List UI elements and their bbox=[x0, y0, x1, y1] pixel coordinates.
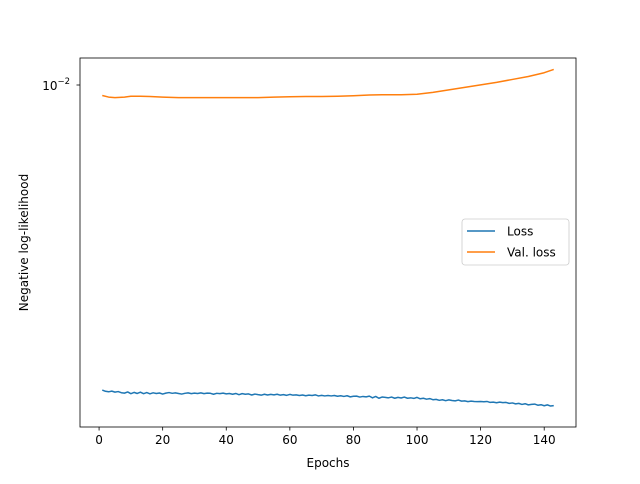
y-tick-label: 10−2 bbox=[42, 77, 70, 93]
x-axis-label: Epochs bbox=[307, 456, 350, 470]
x-tick-label: 100 bbox=[406, 433, 429, 447]
series-line-val-loss bbox=[102, 68, 554, 99]
series-line-loss bbox=[101, 389, 554, 407]
x-tick-label: 60 bbox=[282, 433, 297, 447]
x-tick-label: 120 bbox=[469, 433, 492, 447]
series-layer bbox=[101, 68, 554, 407]
x-axis-ticks: 0 20 40 60 80 100 120 140 bbox=[95, 427, 556, 447]
legend: Loss Val. loss bbox=[461, 218, 570, 266]
plot-frame bbox=[79, 57, 577, 428]
x-tick-label: 40 bbox=[219, 433, 234, 447]
x-tick-label: 0 bbox=[95, 433, 103, 447]
y-tick-label-exponent: −2 bbox=[57, 77, 70, 87]
legend-label-loss: Loss bbox=[507, 225, 533, 239]
y-tick-label-base: 10 bbox=[42, 79, 57, 93]
legend-label-val-loss: Val. loss bbox=[507, 246, 556, 260]
x-tick-label: 140 bbox=[533, 433, 556, 447]
x-tick-label: 80 bbox=[346, 433, 361, 447]
y-axis-label: Negative log-likelihood bbox=[17, 174, 31, 311]
y-axis-ticks: 10−2 bbox=[42, 77, 80, 93]
x-tick-label: 20 bbox=[155, 433, 170, 447]
